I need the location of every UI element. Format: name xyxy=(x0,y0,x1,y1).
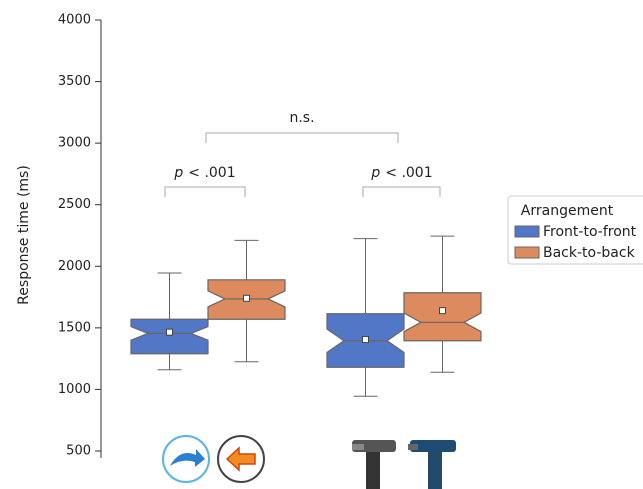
legend-frame xyxy=(507,195,643,265)
y-tick-label: 500 xyxy=(66,444,91,459)
y-tick-label: 1500 xyxy=(58,320,91,335)
mean-marker xyxy=(166,328,173,336)
bracket xyxy=(164,186,246,197)
y-tick-label: 2000 xyxy=(58,259,91,274)
legend-swatch xyxy=(514,225,540,238)
bracket xyxy=(362,186,441,197)
legend-swatch xyxy=(514,246,540,259)
box xyxy=(130,318,209,355)
annotation-p: p xyxy=(173,165,183,181)
mean-marker xyxy=(362,336,369,344)
y-tick-label: 3000 xyxy=(58,136,91,151)
annotation: p < .001 xyxy=(370,165,432,181)
y-tick-label: 2500 xyxy=(58,197,91,212)
legend-label: Back-to-back xyxy=(543,245,636,261)
annotation-text: < .001 xyxy=(188,165,235,181)
box xyxy=(403,292,482,342)
y-axis-label: Response time (ms) xyxy=(16,165,32,305)
mean-marker xyxy=(243,294,250,302)
annotation: n.s. xyxy=(289,110,314,126)
legend-label: Front-to-front xyxy=(543,224,637,240)
annotation-text: < .001 xyxy=(385,165,432,181)
y-tick-label: 4000 xyxy=(58,13,91,28)
y-tick-label: 3500 xyxy=(58,74,91,89)
y-tick-label: 1000 xyxy=(58,382,91,397)
mean-marker xyxy=(439,307,446,315)
drill-icons xyxy=(352,440,456,489)
legend-title: Arrangement xyxy=(521,203,614,219)
annotation-p: p xyxy=(370,165,380,181)
arrow-icons xyxy=(162,435,265,483)
bracket xyxy=(205,132,399,143)
annotation: p < .001 xyxy=(173,165,235,181)
